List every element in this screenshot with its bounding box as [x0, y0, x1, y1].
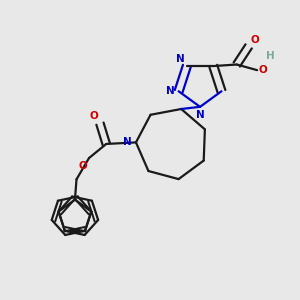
Text: O: O	[258, 65, 267, 75]
Text: N: N	[123, 137, 132, 147]
Text: O: O	[90, 111, 98, 121]
Text: O: O	[79, 161, 88, 171]
Text: N: N	[196, 110, 204, 120]
Text: N: N	[176, 54, 184, 64]
Text: N: N	[166, 86, 175, 96]
Text: O: O	[250, 35, 259, 45]
Text: H: H	[266, 51, 274, 62]
